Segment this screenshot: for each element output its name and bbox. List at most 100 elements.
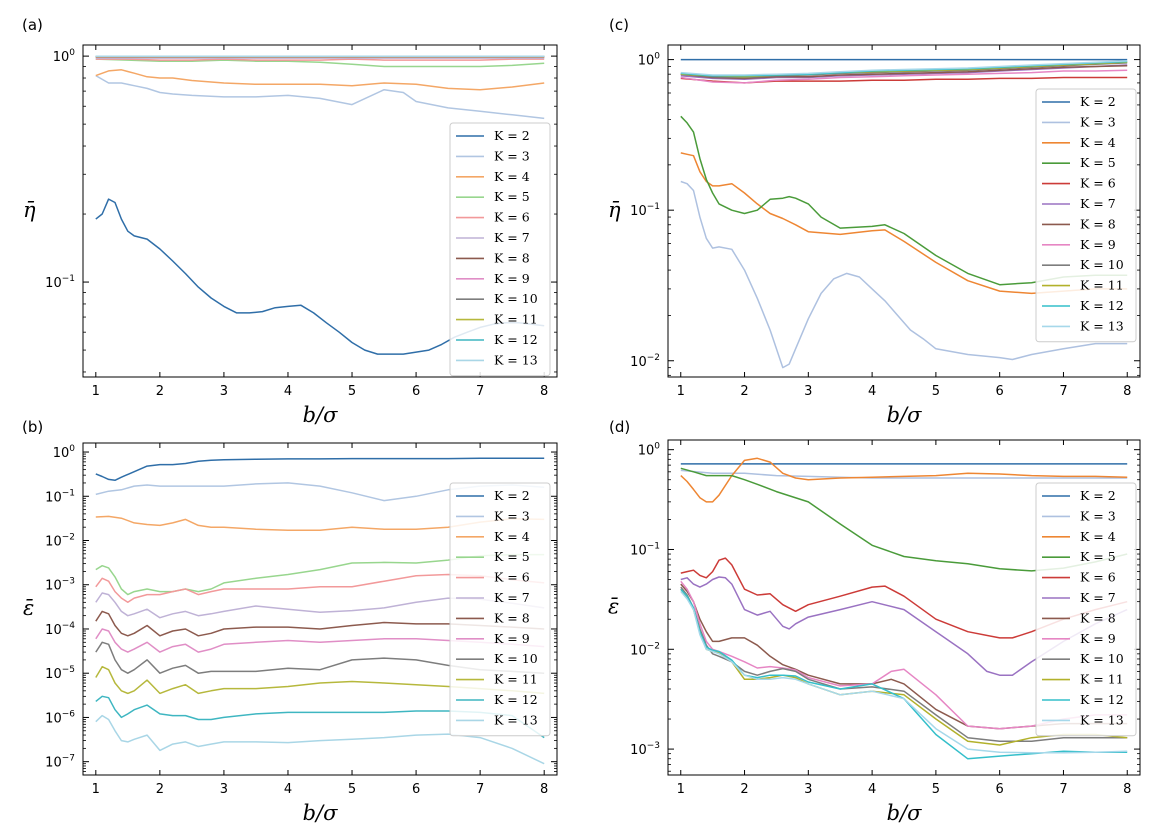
legend-label: K = 5 bbox=[1080, 549, 1116, 564]
legend-label: K = 6 bbox=[1080, 570, 1116, 585]
x-tick-label: 5 bbox=[932, 384, 940, 399]
series-line-K9 bbox=[680, 580, 1128, 730]
series-line-K10 bbox=[95, 641, 545, 674]
legend-label: K = 10 bbox=[1080, 651, 1124, 666]
legend-label: K = 3 bbox=[1080, 114, 1116, 129]
legend-label: K = 6 bbox=[494, 570, 530, 585]
x-tick-label: 8 bbox=[1123, 782, 1131, 797]
series-line-K4 bbox=[680, 457, 1128, 503]
y-tick-label: 100 bbox=[53, 48, 76, 65]
y-axis-label: ε̄ bbox=[23, 596, 34, 620]
y-tick-label: 10−7 bbox=[45, 754, 75, 771]
panel-label: (a) bbox=[22, 16, 43, 34]
series-group bbox=[680, 457, 1128, 760]
legend-label: K = 7 bbox=[1080, 196, 1116, 211]
series-line-K5 bbox=[95, 553, 545, 596]
y-tick-label: 10−1 bbox=[630, 541, 660, 558]
legend-label: K = 2 bbox=[1080, 488, 1116, 503]
series-line-K9 bbox=[680, 69, 1128, 84]
legend-label: K = 10 bbox=[494, 291, 538, 306]
legend-label: K = 3 bbox=[1080, 508, 1116, 523]
legend-label: K = 8 bbox=[494, 610, 530, 625]
panel-label: (d) bbox=[609, 418, 630, 436]
y-tick-label: 10−1 bbox=[45, 274, 75, 291]
series-line-K10 bbox=[680, 586, 1128, 742]
x-tick-label: 6 bbox=[412, 782, 420, 797]
series-line-K5 bbox=[680, 115, 1128, 286]
legend-label: K = 10 bbox=[1080, 257, 1124, 272]
legend-label: K = 9 bbox=[494, 271, 530, 286]
legend-label: K = 4 bbox=[1080, 529, 1116, 544]
series-line-K2 bbox=[95, 457, 545, 482]
panel-b: (b) 1 2 3 4 5 6 7 8 10−7 10−6 10−5 10−4 10−3 10−2 10−1 1… bbox=[22, 418, 558, 825]
x-tick-label: 5 bbox=[348, 384, 356, 399]
x-tick-label: 5 bbox=[932, 782, 940, 797]
y-tick-label: 100 bbox=[53, 444, 76, 461]
legend: K = 2 K = 3 K = 4 K = 5 K = 6 K = 7 K = 8 K = 9… bbox=[449, 122, 551, 377]
x-tick-label: 1 bbox=[677, 782, 685, 797]
legend-label: K = 8 bbox=[1080, 216, 1116, 231]
legend-label: K = 2 bbox=[494, 488, 530, 503]
x-tick-label: 2 bbox=[740, 782, 748, 797]
y-tick-label: 10−6 bbox=[45, 709, 75, 726]
legend-label: K = 11 bbox=[494, 672, 538, 687]
y-axis-label: η̄ bbox=[23, 198, 36, 222]
x-tick-label: 1 bbox=[92, 782, 100, 797]
plot-frame bbox=[82, 442, 558, 776]
x-tick-label: 3 bbox=[804, 782, 812, 797]
y-axis-label: η̄ bbox=[608, 198, 621, 222]
x-tick-label: 2 bbox=[156, 384, 164, 399]
legend-label: K = 13 bbox=[494, 712, 538, 727]
legend-label: K = 6 bbox=[494, 210, 530, 225]
x-tick-label: 3 bbox=[220, 384, 228, 399]
series-line-K8 bbox=[95, 610, 545, 637]
series-line-K4 bbox=[95, 69, 545, 91]
legend-label: K = 4 bbox=[494, 169, 530, 184]
x-tick-label: 3 bbox=[220, 782, 228, 797]
series-line-K8 bbox=[680, 65, 1128, 80]
plot-frame bbox=[82, 44, 558, 378]
x-tick-label: 5 bbox=[348, 782, 356, 797]
series-line-K4 bbox=[680, 152, 1128, 295]
legend-label: K = 13 bbox=[494, 352, 538, 367]
legend-label: K = 8 bbox=[1080, 610, 1116, 625]
legend-box bbox=[449, 122, 551, 377]
legend-label: K = 11 bbox=[494, 312, 538, 327]
legend-label: K = 3 bbox=[494, 148, 530, 163]
legend-label: K = 4 bbox=[494, 529, 530, 544]
x-tick-label: 4 bbox=[284, 782, 292, 797]
y-tick-label: 100 bbox=[638, 52, 661, 69]
legend-label: K = 13 bbox=[1080, 318, 1124, 333]
series-line-K11 bbox=[95, 665, 545, 695]
series-line-K6 bbox=[680, 557, 1128, 639]
legend-label: K = 2 bbox=[1080, 94, 1116, 109]
x-tick-label: 6 bbox=[996, 782, 1004, 797]
x-tick-label: 7 bbox=[476, 384, 484, 399]
y-tick-label: 10−2 bbox=[630, 353, 660, 370]
y-tick-label: 100 bbox=[638, 442, 661, 459]
series-line-K3 bbox=[95, 74, 545, 120]
x-tick-label: 7 bbox=[1059, 782, 1067, 797]
x-axis-label: b/σ bbox=[303, 403, 339, 427]
legend-label: K = 6 bbox=[1080, 176, 1116, 191]
series-group bbox=[95, 457, 545, 765]
y-tick-label: 10−1 bbox=[45, 488, 75, 505]
series-line-K12 bbox=[95, 695, 545, 739]
y-tick-label: 10−5 bbox=[45, 665, 75, 682]
legend-label: K = 11 bbox=[1080, 278, 1124, 293]
legend-label: K = 7 bbox=[494, 230, 530, 245]
x-tick-label: 2 bbox=[740, 384, 748, 399]
legend-label: K = 12 bbox=[1080, 692, 1124, 707]
legend-label: K = 8 bbox=[494, 250, 530, 265]
y-tick-label: 10−3 bbox=[45, 577, 75, 594]
legend-label: K = 2 bbox=[494, 128, 530, 143]
legend-label: K = 5 bbox=[494, 549, 530, 564]
legend-label: K = 13 bbox=[1080, 712, 1124, 727]
series-line-K5 bbox=[95, 58, 545, 68]
legend-label: K = 7 bbox=[494, 590, 530, 605]
legend: K = 2 K = 3 K = 4 K = 5 K = 6 K = 7 K = 8 K = 9… bbox=[449, 482, 551, 737]
legend-label: K = 10 bbox=[494, 651, 538, 666]
legend-label: K = 7 bbox=[1080, 590, 1116, 605]
